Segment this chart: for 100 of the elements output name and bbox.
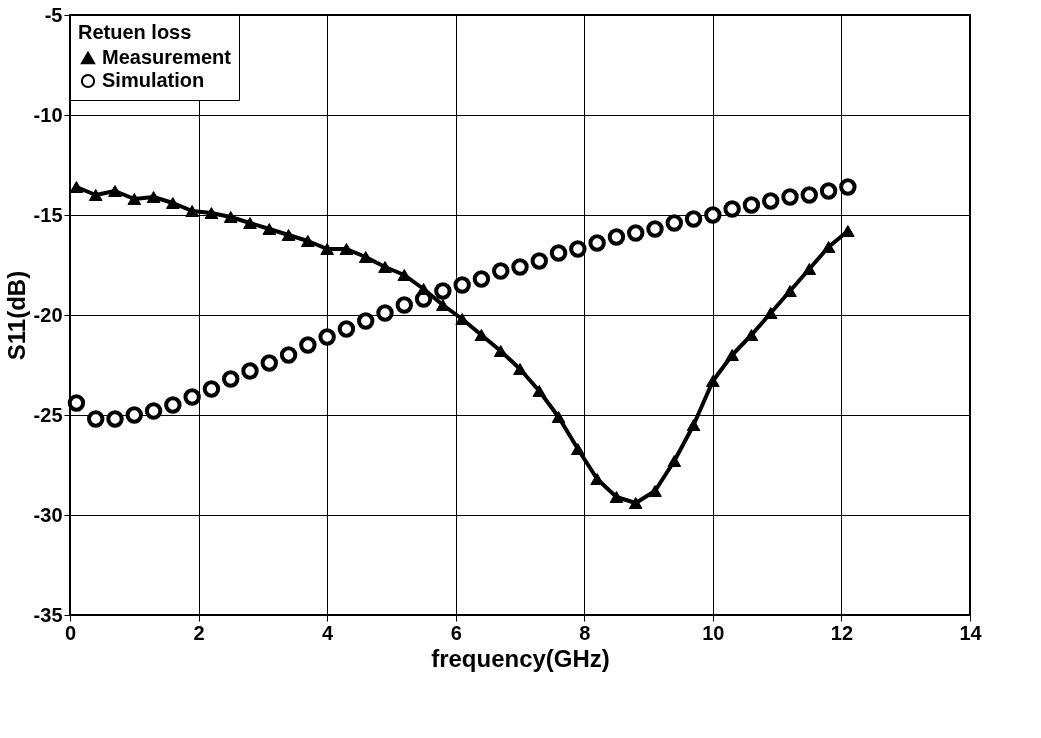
point (800, 186, 818, 204)
point (279, 346, 298, 364)
point (166, 197, 180, 209)
point (222, 370, 240, 388)
point (686, 419, 701, 431)
point (281, 229, 296, 241)
point (146, 191, 161, 203)
point (204, 207, 219, 219)
point (706, 375, 720, 387)
point (819, 182, 838, 200)
point (607, 228, 626, 246)
y-tick-label: -20 (33, 303, 63, 326)
point (395, 296, 413, 314)
point (357, 312, 375, 330)
point (725, 349, 739, 361)
point (127, 193, 142, 205)
point (684, 210, 703, 228)
legend-label: Simulation (102, 69, 205, 91)
x-axis-title: frequency(GHz) (431, 644, 610, 672)
point (802, 263, 817, 275)
point (569, 240, 587, 258)
point (223, 211, 238, 223)
y-tick-label: -35 (33, 603, 63, 626)
point (358, 251, 373, 263)
point (106, 410, 124, 428)
point (339, 243, 354, 255)
point (299, 336, 317, 354)
y-tick-label: -5 (44, 3, 63, 26)
point (472, 270, 491, 288)
point (511, 258, 529, 276)
point (493, 345, 508, 357)
point (744, 329, 759, 341)
point (88, 189, 103, 201)
point (704, 206, 722, 224)
point (530, 252, 548, 270)
point (648, 485, 662, 497)
point (762, 192, 780, 210)
y-tick-label: -30 (33, 503, 63, 526)
x-tick-label: 14 (959, 621, 983, 644)
point (841, 225, 855, 237)
point (763, 307, 778, 319)
legend-label: Measurement (102, 46, 232, 68)
point (320, 243, 334, 255)
point (549, 244, 568, 262)
point (434, 282, 452, 300)
point (455, 313, 469, 325)
point (532, 385, 547, 397)
point (453, 276, 471, 294)
point (667, 455, 682, 467)
point (783, 285, 797, 297)
point (202, 380, 221, 398)
point (241, 362, 259, 380)
point (723, 200, 741, 218)
point (571, 443, 585, 455)
point (262, 223, 277, 235)
point (609, 491, 624, 503)
point (260, 354, 278, 372)
point (646, 220, 664, 238)
point (376, 304, 394, 322)
x-tick-label: 6 (450, 621, 462, 644)
point (243, 217, 257, 229)
y-tick-label: -25 (33, 403, 63, 426)
point (69, 181, 84, 193)
point (397, 269, 412, 281)
point (337, 320, 356, 338)
point (301, 235, 315, 247)
point (164, 396, 182, 414)
y-tick-label: -15 (33, 203, 63, 226)
point (67, 394, 86, 412)
point (318, 328, 336, 346)
x-tick-label: 2 (193, 621, 205, 644)
legend-title: Retuen loss (78, 21, 192, 43)
point (781, 188, 799, 206)
x-tick-label: 4 (322, 621, 335, 644)
x-tick-label: 0 (64, 621, 77, 644)
point (665, 214, 683, 232)
y-tick-label: -10 (33, 103, 63, 126)
x-tick-label: 10 (702, 621, 725, 644)
point (492, 262, 510, 280)
point (378, 261, 392, 273)
point (125, 406, 143, 424)
point (628, 497, 643, 509)
y-axis-title: S11(dB) (2, 270, 30, 361)
point (185, 205, 199, 217)
point (551, 411, 566, 423)
point (821, 241, 836, 253)
point (627, 224, 645, 242)
point (839, 178, 857, 196)
point (183, 388, 201, 406)
x-tick-label: 8 (579, 621, 591, 644)
point (108, 185, 122, 197)
point (87, 410, 105, 428)
x-tick-label: 12 (830, 621, 854, 644)
point (588, 234, 606, 252)
point (416, 283, 431, 295)
point (742, 196, 761, 214)
point (590, 473, 604, 485)
point (436, 299, 450, 311)
point (144, 402, 163, 420)
point (513, 363, 527, 375)
